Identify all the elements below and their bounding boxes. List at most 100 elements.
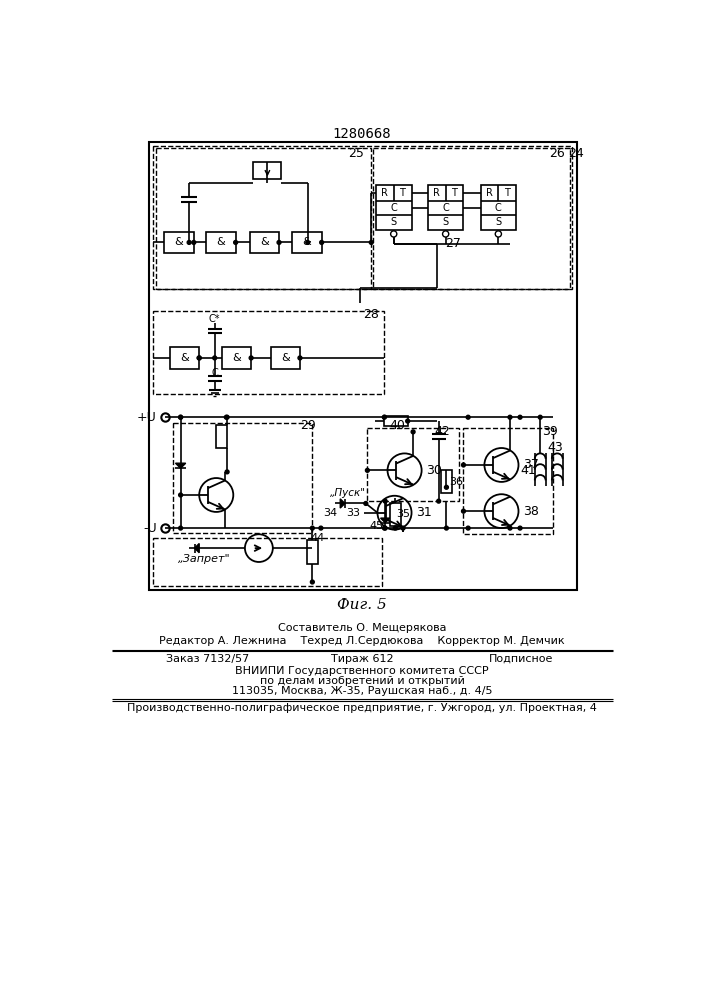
Text: 35: 35 [396, 509, 410, 519]
Text: S: S [496, 217, 501, 227]
Text: T: T [399, 188, 405, 198]
Text: 27: 27 [445, 237, 460, 250]
Circle shape [319, 526, 323, 530]
Text: Подписное: Подписное [489, 654, 554, 664]
Text: S: S [443, 217, 449, 227]
Text: Фиг. 5: Фиг. 5 [337, 598, 387, 612]
Text: C: C [211, 368, 218, 378]
Circle shape [179, 415, 182, 419]
Text: T: T [504, 188, 510, 198]
Text: 45: 45 [370, 521, 384, 531]
Text: 26: 26 [549, 147, 565, 160]
Circle shape [445, 526, 448, 530]
Text: C: C [443, 203, 449, 213]
Circle shape [462, 509, 465, 513]
Text: S: S [391, 217, 397, 227]
Bar [206, 232, 235, 253]
Circle shape [466, 526, 470, 530]
Bar [253, 162, 281, 179]
Text: 43: 43 [548, 441, 563, 454]
Text: „Запрет": „Запрет" [177, 554, 230, 564]
Bar [216, 425, 227, 448]
Text: 1280668: 1280668 [332, 127, 391, 141]
Bar [173, 423, 312, 533]
Text: &: & [281, 353, 290, 363]
Text: 41: 41 [520, 464, 537, 477]
Circle shape [538, 415, 542, 419]
Bar [464, 428, 554, 534]
Circle shape [508, 415, 512, 419]
Circle shape [320, 241, 324, 244]
Text: C: C [390, 203, 397, 213]
Text: 37: 37 [523, 458, 539, 471]
Circle shape [383, 526, 387, 530]
Circle shape [305, 241, 310, 244]
Circle shape [197, 356, 201, 360]
Circle shape [437, 499, 440, 503]
Circle shape [462, 463, 465, 467]
Text: 34: 34 [323, 508, 337, 518]
Bar [385, 416, 408, 426]
Circle shape [179, 493, 182, 497]
Bar [170, 347, 199, 369]
Text: 33: 33 [346, 508, 361, 518]
Circle shape [224, 415, 228, 419]
Circle shape [213, 356, 216, 360]
Bar [164, 232, 194, 253]
Circle shape [508, 526, 512, 530]
Text: &: & [260, 237, 269, 247]
Polygon shape [340, 499, 345, 508]
Circle shape [187, 241, 191, 244]
Text: R: R [381, 188, 388, 198]
Text: ВНИИПИ Государственного комитета СССР: ВНИИПИ Государственного комитета СССР [235, 666, 489, 676]
Bar [307, 540, 317, 564]
Text: Тираж 612: Тираж 612 [331, 654, 393, 664]
Text: 40: 40 [389, 419, 405, 432]
Bar [149, 142, 577, 590]
Text: &: & [303, 237, 311, 247]
Text: 113035, Москва, Ж-35, Раушская наб., д. 4/5: 113035, Москва, Ж-35, Раушская наб., д. … [232, 686, 492, 696]
Bar [376, 185, 411, 230]
Circle shape [401, 526, 405, 530]
Circle shape [518, 526, 522, 530]
Text: 42: 42 [434, 425, 450, 438]
Circle shape [310, 580, 315, 584]
Circle shape [197, 356, 201, 360]
Circle shape [382, 526, 386, 530]
Text: T: T [451, 188, 457, 198]
Circle shape [518, 415, 522, 419]
Bar [390, 503, 401, 526]
Text: C*: C* [209, 314, 221, 324]
Text: 29: 29 [300, 419, 316, 432]
Polygon shape [175, 463, 186, 468]
Polygon shape [380, 518, 390, 523]
Bar [368, 428, 459, 501]
Text: &: & [232, 353, 241, 363]
Bar [373, 148, 570, 289]
Text: &: & [180, 353, 189, 363]
Text: 24: 24 [568, 147, 584, 160]
Circle shape [382, 415, 386, 419]
Text: Производственно-полиграфическое предприятие, г. Ужгород, ул. Проектная, 4: Производственно-полиграфическое предприя… [127, 703, 597, 713]
Circle shape [411, 430, 415, 434]
Polygon shape [194, 544, 199, 553]
Text: 44: 44 [310, 533, 325, 543]
Circle shape [366, 468, 369, 472]
Circle shape [393, 526, 397, 530]
Text: &: & [175, 237, 183, 247]
Circle shape [406, 419, 409, 423]
Circle shape [277, 241, 281, 244]
Circle shape [234, 241, 238, 244]
Text: Составитель О. Мещерякова: Составитель О. Мещерякова [278, 623, 446, 633]
Bar [428, 185, 464, 230]
Bar [292, 232, 322, 253]
Text: 31: 31 [416, 506, 432, 519]
Circle shape [364, 502, 368, 505]
Circle shape [179, 415, 182, 419]
Text: C: C [495, 203, 502, 213]
Bar [153, 538, 382, 586]
Text: 28: 28 [363, 308, 379, 321]
Text: по делам изобретений и открытий: по делам изобретений и открытий [259, 676, 464, 686]
Circle shape [369, 241, 373, 244]
Circle shape [179, 526, 182, 530]
